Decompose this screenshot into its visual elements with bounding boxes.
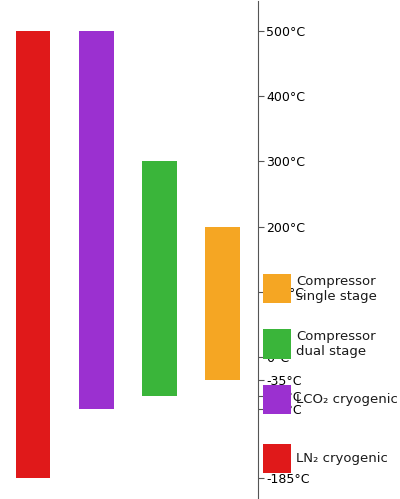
Bar [16, 31, 50, 478]
Text: LCO₂ cryogenic: LCO₂ cryogenic [296, 393, 398, 406]
Text: LN₂ cryogenic: LN₂ cryogenic [296, 452, 388, 465]
Bar [263, 274, 291, 303]
Bar [206, 227, 240, 380]
Bar [263, 385, 291, 414]
Bar [263, 444, 291, 473]
Bar [142, 161, 177, 396]
Text: Compressor
dual stage: Compressor dual stage [296, 330, 376, 358]
Bar [79, 31, 114, 410]
Bar [263, 329, 291, 359]
Text: Compressor
single stage: Compressor single stage [296, 274, 377, 303]
